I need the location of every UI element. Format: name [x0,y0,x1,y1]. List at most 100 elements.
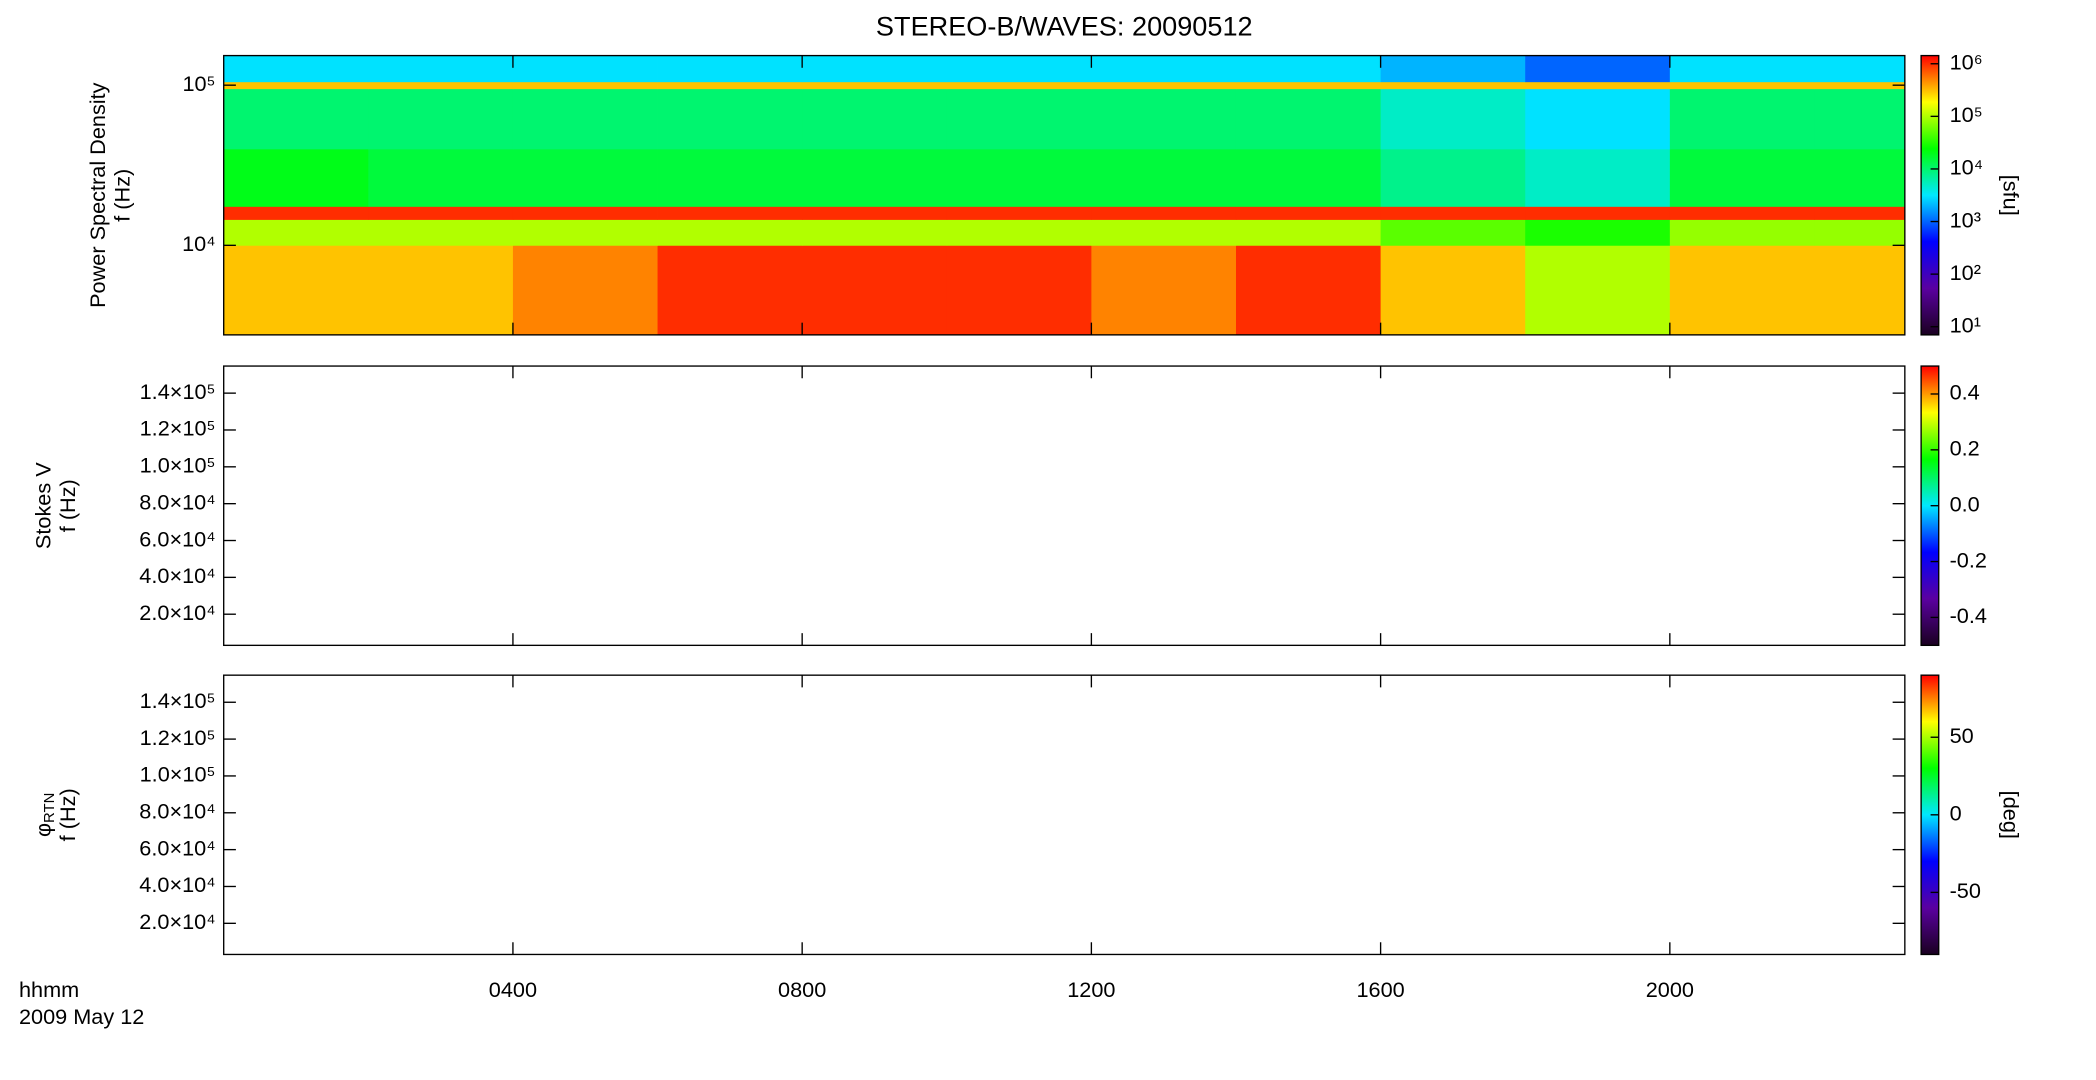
y-axis-label: f (Hz) [109,169,134,222]
y-axis-label-sub: RTN [42,793,58,823]
heatmap-cell [802,206,948,220]
colorbar [1920,54,1940,336]
heatmap-cell [368,206,514,220]
heatmap-cell [1091,219,1237,246]
colorbar-tick-label: -0.2 [1950,547,1987,572]
heatmap-cell [802,219,948,246]
colorbar-tick-label: 10³ [1950,207,1981,232]
colorbar-label: [deg] [1998,791,2023,839]
heatmap-cell [802,81,948,90]
heatmap-cell [223,88,369,150]
heatmap-cell [1380,206,1526,220]
y-tick-label: 1.2×10⁵ [140,725,216,750]
heatmap-cell [1525,81,1671,90]
plot-frame [223,674,1906,956]
heatmap-cell [1669,245,1815,336]
y-axis-label-text: Power Spectral Density [85,82,110,308]
y-tick-label: 1.4×10⁵ [140,688,216,713]
plot-frame [223,54,1906,336]
y-axis-label-text: f (Hz) [109,169,134,222]
heatmap-cell [1669,55,1815,83]
heatmap-cell [223,81,369,90]
heatmap-cell [802,148,948,207]
heatmap-cell [1091,81,1237,90]
heatmap-cell [512,245,658,336]
y-tick-label: 10⁴ [182,231,215,256]
heatmap-cell [657,81,803,90]
x-tick-label: 0400 [489,977,537,1002]
x-tick-label: 1200 [1067,977,1115,1002]
y-axis-label-text: f (Hz) [55,479,80,532]
y-tick-label: 1.4×10⁵ [140,379,216,404]
heatmap-cell [1814,206,1906,220]
heatmap-cell [223,219,369,246]
x-axis-label: 2009 May 12 [19,1004,144,1029]
heatmap-cell [1235,88,1382,150]
y-tick-label: 8.0×10⁴ [139,799,215,824]
heatmap-cell [946,206,1092,220]
heatmap-cell [1814,219,1906,246]
heatmap-cell [1235,219,1382,246]
y-axis-label-text: Stokes V [30,462,55,549]
heatmap-cell [1525,88,1671,150]
heatmap-cell [368,81,514,90]
colorbar-tick-label: 0.4 [1950,380,1980,405]
heatmap-cell [946,55,1092,83]
heatmap-cell [223,55,369,83]
heatmap-cell [1091,55,1237,83]
heatmap-cell [802,245,948,336]
colorbar-tick-label: -50 [1950,878,1981,903]
heatmap-cell [368,219,514,246]
y-tick-label: 4.0×10⁴ [139,563,215,588]
x-tick-label: 0800 [778,977,826,1002]
heatmap-cell [1091,88,1237,150]
colorbar-tick-label: 0.0 [1950,491,1980,516]
heatmap-cell [1669,81,1815,90]
heatmap-cell [223,245,369,336]
heatmap-cell [657,148,803,207]
heatmap-cell [1380,245,1526,336]
heatmap-cell [1669,148,1815,207]
colorbar-tick-label: 10⁶ [1950,49,1983,74]
heatmap-cell [657,206,803,220]
heatmap-cell [368,88,514,150]
y-tick-label: 6.0×10⁴ [139,835,215,860]
colorbar-tick-label: -0.4 [1950,603,1987,628]
heatmap-cell [1091,245,1237,336]
x-axis-label: hhmm [19,977,79,1002]
heatmap-cell [946,245,1092,336]
heatmap-cell [512,148,658,207]
y-tick-label: 8.0×10⁴ [139,489,215,514]
heatmap-cell [657,88,803,150]
y-axis-label: Stokes V [30,462,55,549]
heatmap-cell [1525,148,1671,207]
heatmap-cell [1525,206,1671,220]
y-axis-label: f (Hz) [55,479,80,532]
colorbar-tick-label: 10⁵ [1950,102,1983,127]
y-tick-label: 6.0×10⁴ [139,526,215,551]
heatmap-cell [802,55,948,83]
heatmap-cell [368,245,514,336]
heatmap-cell [368,148,514,207]
heatmap-cell [1380,55,1526,83]
x-tick-label: 2000 [1646,977,1694,1002]
heatmap-cell [1380,81,1526,90]
y-tick-label: 4.0×10⁴ [139,872,215,897]
y-axis-label: φRTN [30,793,58,837]
y-tick-label: 10⁵ [182,71,215,96]
y-axis-label-text: f (Hz) [55,788,80,841]
colorbar-tick-label: 10⁴ [1950,155,1983,180]
y-axis-label: f (Hz) [55,788,80,841]
heatmap-cell [946,88,1092,150]
heatmap-cell [657,245,803,336]
heatmap-cell [1091,148,1237,207]
colorbar-tick-label: 50 [1950,723,1974,748]
heatmap-cell [1669,88,1815,150]
heatmap-cell [512,219,658,246]
colorbar-tick-label: 10¹ [1950,312,1981,337]
heatmap-cell [1235,206,1382,220]
heatmap-cell [223,206,369,220]
heatmap-cell [1235,81,1382,90]
heatmap-cell [1525,245,1671,336]
